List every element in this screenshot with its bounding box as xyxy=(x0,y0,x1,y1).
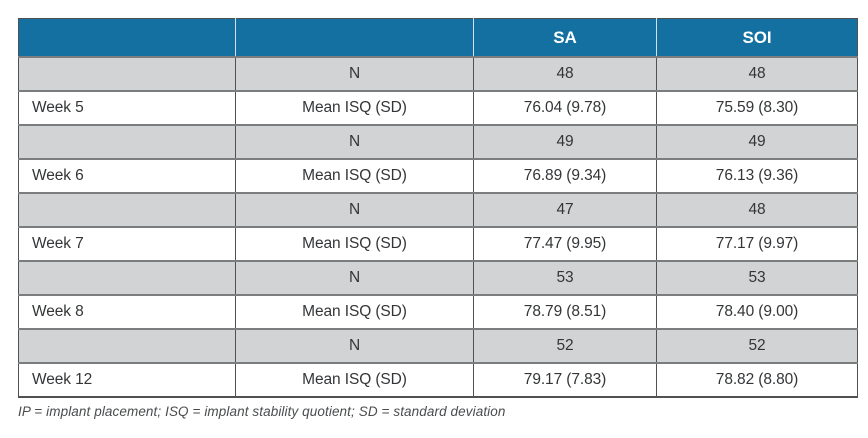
cell-week-label xyxy=(18,193,236,228)
table-row: Week 5 Mean ISQ (SD) 76.04 (9.78) 75.59 … xyxy=(18,91,858,126)
footnote-abbreviations: IP = implant placement; ISQ = implant st… xyxy=(18,404,506,419)
cell-week-label: Week 5 xyxy=(18,91,236,126)
cell-sa-value: 53 xyxy=(473,261,657,296)
cell-soi-value: 78.82 (8.80) xyxy=(656,363,858,397)
cell-soi-value: 48 xyxy=(656,193,858,228)
cell-measure-label: Mean ISQ (SD) xyxy=(235,295,474,330)
cell-measure-label: N xyxy=(235,329,474,364)
cell-week-label xyxy=(18,125,236,160)
cell-measure-label: N xyxy=(235,125,474,160)
table-row: Week 7 Mean ISQ (SD) 77.47 (9.95) 77.17 … xyxy=(18,227,858,262)
cell-soi-value: 48 xyxy=(656,57,858,92)
table-row: N 49 49 xyxy=(18,125,858,160)
cell-soi-value: 53 xyxy=(656,261,858,296)
cell-sa-value: 79.17 (7.83) xyxy=(473,363,657,397)
cell-soi-value: 49 xyxy=(656,125,858,160)
cell-sa-value: 77.47 (9.95) xyxy=(473,227,657,262)
cell-week-label: Week 7 xyxy=(18,227,236,262)
cell-week-label: Week 6 xyxy=(18,159,236,194)
cell-measure-label: N xyxy=(235,261,474,296)
isq-results-table: SA SOI N 48 48 Week 5 Mean ISQ (SD) 76.0… xyxy=(18,18,858,398)
header-cell-soi: SOI xyxy=(656,18,858,58)
cell-sa-value: 76.04 (9.78) xyxy=(473,91,657,126)
table-row: Week 8 Mean ISQ (SD) 78.79 (8.51) 78.40 … xyxy=(18,295,858,330)
table-row: Week 6 Mean ISQ (SD) 76.89 (9.34) 76.13 … xyxy=(18,159,858,194)
cell-week-label xyxy=(18,329,236,364)
cell-sa-value: 47 xyxy=(473,193,657,228)
cell-sa-value: 52 xyxy=(473,329,657,364)
table-header-row: SA SOI xyxy=(18,18,858,58)
cell-soi-value: 77.17 (9.97) xyxy=(656,227,858,262)
cell-sa-value: 49 xyxy=(473,125,657,160)
cell-measure-label: N xyxy=(235,193,474,228)
cell-sa-value: 48 xyxy=(473,57,657,92)
cell-sa-value: 76.89 (9.34) xyxy=(473,159,657,194)
header-cell-empty-measure xyxy=(235,18,474,58)
cell-week-label xyxy=(18,261,236,296)
cell-week-label: Week 8 xyxy=(18,295,236,330)
table-row: N 53 53 xyxy=(18,261,858,296)
cell-soi-value: 76.13 (9.36) xyxy=(656,159,858,194)
cell-measure-label: Mean ISQ (SD) xyxy=(235,91,474,126)
cell-soi-value: 75.59 (8.30) xyxy=(656,91,858,126)
cell-week-label xyxy=(18,57,236,92)
cell-soi-value: 78.40 (9.00) xyxy=(656,295,858,330)
cell-measure-label: Mean ISQ (SD) xyxy=(235,159,474,194)
table-row: N 47 48 xyxy=(18,193,858,228)
table-row: N 52 52 xyxy=(18,329,858,364)
table-row: Week 12 Mean ISQ (SD) 79.17 (7.83) 78.82… xyxy=(18,363,858,397)
cell-measure-label: Mean ISQ (SD) xyxy=(235,363,474,397)
header-cell-empty-week xyxy=(18,18,236,58)
cell-measure-label: N xyxy=(235,57,474,92)
cell-soi-value: 52 xyxy=(656,329,858,364)
header-cell-sa: SA xyxy=(473,18,657,58)
cell-measure-label: Mean ISQ (SD) xyxy=(235,227,474,262)
cell-sa-value: 78.79 (8.51) xyxy=(473,295,657,330)
table-row: N 48 48 xyxy=(18,57,858,92)
cell-week-label: Week 12 xyxy=(18,363,236,397)
